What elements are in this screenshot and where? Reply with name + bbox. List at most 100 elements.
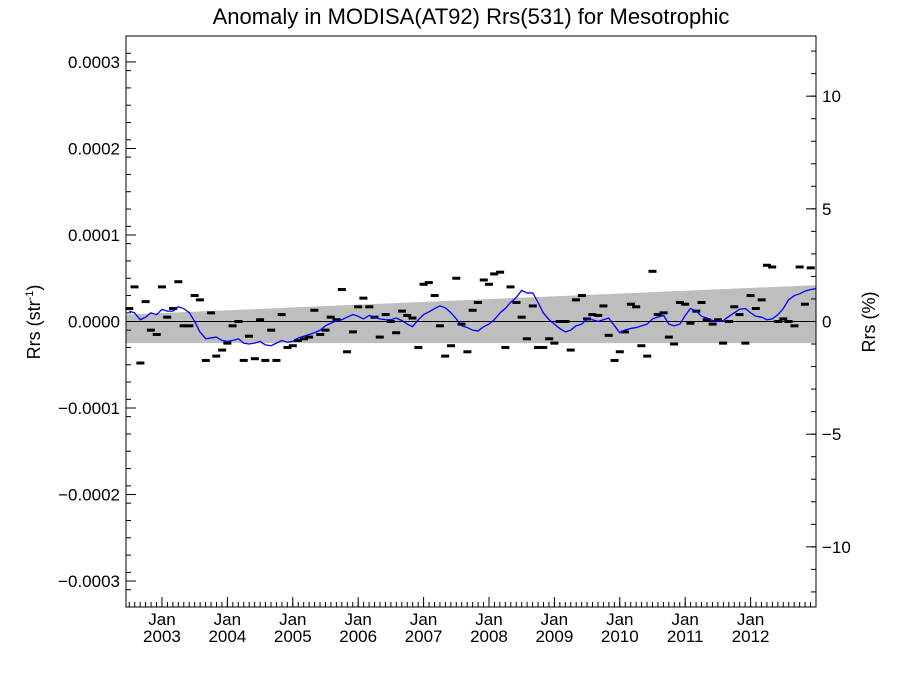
data-point bbox=[179, 324, 188, 328]
data-point bbox=[256, 318, 265, 322]
data-point bbox=[141, 300, 150, 304]
x-tick-month: Jan bbox=[671, 610, 698, 629]
data-point bbox=[561, 320, 570, 323]
x-tick-year: 2006 bbox=[339, 627, 377, 646]
data-point bbox=[571, 298, 580, 302]
data-point bbox=[468, 308, 477, 312]
data-point bbox=[490, 272, 499, 276]
data-point bbox=[207, 311, 216, 315]
data-point bbox=[359, 296, 368, 300]
data-point bbox=[588, 313, 597, 317]
data-point bbox=[604, 333, 613, 337]
x-tick-year: 2008 bbox=[470, 627, 508, 646]
data-point bbox=[316, 332, 325, 336]
data-point bbox=[751, 307, 760, 311]
data-point bbox=[473, 300, 482, 304]
data-point bbox=[479, 278, 488, 282]
x-tick-month: Jan bbox=[541, 610, 568, 629]
data-point bbox=[398, 309, 406, 313]
data-point bbox=[501, 345, 510, 349]
data-point bbox=[463, 350, 472, 354]
x-tick-year: 2011 bbox=[667, 627, 704, 646]
x-tick-month: Jan bbox=[214, 610, 241, 629]
data-point bbox=[697, 300, 706, 304]
data-point bbox=[419, 282, 428, 286]
y-tick-label: −0.0003 bbox=[58, 572, 120, 591]
data-point bbox=[125, 307, 134, 311]
data-point bbox=[566, 348, 575, 352]
data-point bbox=[577, 294, 586, 298]
data-point bbox=[305, 335, 314, 339]
x-tick-month: Jan bbox=[606, 610, 633, 629]
data-point bbox=[310, 308, 319, 312]
data-point bbox=[321, 328, 330, 332]
x-tick-month: Jan bbox=[279, 610, 306, 629]
data-point bbox=[735, 313, 744, 317]
data-point bbox=[195, 298, 204, 302]
data-point bbox=[741, 341, 750, 345]
data-point bbox=[403, 313, 412, 317]
data-point bbox=[424, 281, 433, 285]
data-point bbox=[757, 298, 766, 302]
data-point bbox=[435, 324, 444, 328]
y2-tick-label: −10 bbox=[822, 538, 851, 557]
data-points bbox=[125, 263, 815, 365]
data-point bbox=[152, 332, 161, 336]
data-point bbox=[354, 305, 363, 309]
data-point bbox=[136, 361, 145, 365]
data-point bbox=[169, 307, 178, 311]
data-point bbox=[299, 337, 308, 341]
data-point bbox=[332, 318, 341, 322]
data-point bbox=[267, 328, 276, 332]
data-point bbox=[146, 328, 155, 332]
data-point bbox=[496, 270, 505, 274]
x-tick-month: Jan bbox=[148, 610, 175, 629]
y-tick-label: 0.0002 bbox=[68, 139, 120, 158]
data-point bbox=[713, 318, 722, 322]
data-point bbox=[675, 300, 684, 304]
data-point bbox=[784, 320, 793, 323]
data-point bbox=[768, 265, 777, 269]
data-point bbox=[643, 354, 652, 358]
data-point bbox=[615, 350, 624, 354]
data-point bbox=[719, 341, 728, 345]
data-point bbox=[762, 263, 771, 267]
data-point bbox=[610, 358, 619, 362]
data-point bbox=[392, 331, 401, 335]
y2-tick-label: 0 bbox=[822, 313, 831, 332]
data-point bbox=[414, 345, 423, 349]
left-y-axis: 0.0003 0.0002 0.0001 0.0000 −0.0001 −0.0002 −0… bbox=[58, 35, 136, 608]
x-tick-year: 2010 bbox=[601, 627, 639, 646]
data-point bbox=[386, 320, 395, 323]
data-point bbox=[457, 322, 466, 326]
data-point bbox=[261, 358, 270, 362]
data-point bbox=[190, 294, 199, 298]
data-point bbox=[348, 330, 357, 334]
data-point bbox=[441, 354, 450, 358]
y2-tick-label: 5 bbox=[822, 200, 831, 219]
data-point bbox=[294, 339, 303, 343]
x-tick-year: 2003 bbox=[143, 627, 181, 646]
x-tick-year: 2009 bbox=[535, 627, 573, 646]
data-point bbox=[730, 305, 739, 309]
data-point bbox=[795, 265, 804, 269]
y2-tick-label: 10 bbox=[822, 87, 841, 106]
data-point bbox=[250, 357, 259, 361]
smoothed-series-line bbox=[129, 287, 817, 347]
x-tick-month: Jan bbox=[475, 610, 502, 629]
data-point bbox=[779, 317, 788, 321]
data-point bbox=[408, 316, 417, 320]
y-tick-label: −0.0002 bbox=[58, 486, 120, 505]
data-point bbox=[452, 276, 461, 280]
data-point bbox=[653, 313, 662, 317]
data-point bbox=[244, 334, 253, 338]
data-point bbox=[621, 330, 630, 334]
y-tick-label: 0.0003 bbox=[68, 53, 120, 72]
data-point bbox=[185, 324, 194, 328]
x-tick-year: 2012 bbox=[732, 627, 770, 646]
x-tick-year: 2007 bbox=[405, 627, 443, 646]
data-point bbox=[272, 358, 281, 362]
data-point bbox=[288, 344, 297, 348]
data-point bbox=[218, 348, 227, 352]
